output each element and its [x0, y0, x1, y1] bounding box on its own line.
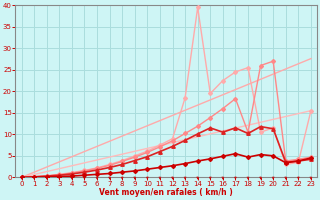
X-axis label: Vent moyen/en rafales ( km/h ): Vent moyen/en rafales ( km/h ) — [100, 188, 233, 197]
